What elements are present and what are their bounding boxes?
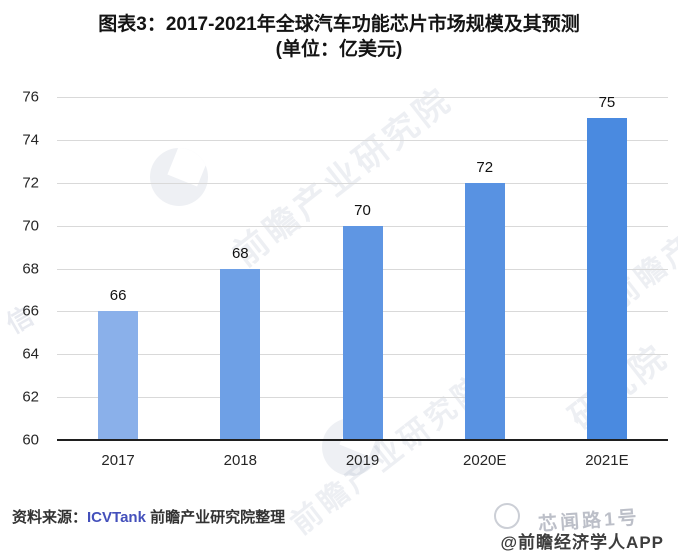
gridline <box>57 182 668 184</box>
bar-chart-plot-area: 66 68 70 72 75 <box>57 94 668 441</box>
y-tick-label: 60 <box>22 431 39 449</box>
source-prefix: 资料来源： <box>12 509 88 526</box>
x-tick-label: 2020E <box>463 452 507 469</box>
x-tick-label: 2017 <box>101 452 135 469</box>
bar-value-label: 70 <box>354 201 371 219</box>
y-tick-label: 72 <box>22 174 39 192</box>
bar-column: 72 <box>424 97 546 440</box>
bar-series: 66 68 70 72 75 <box>57 94 668 440</box>
y-tick-label: 64 <box>22 345 39 363</box>
y-tick-label: 70 <box>22 217 39 235</box>
bar-2019 <box>342 225 383 440</box>
chart-title-line1: 图表3：2017-2021年全球汽车功能芯片市场规模及其预测 <box>98 14 580 35</box>
bar-column: 68 <box>179 97 301 440</box>
y-tick-label: 66 <box>22 302 39 320</box>
gridline <box>57 139 668 141</box>
bar-value-label: 66 <box>109 287 127 305</box>
x-tick-label: 2019 <box>345 452 380 469</box>
bar-value-label: 72 <box>476 158 494 176</box>
bar-2020E <box>464 182 505 440</box>
chart-title-unit: (单位：亿美元) <box>275 39 403 60</box>
gridline <box>57 97 668 98</box>
bar-column: 70 <box>301 97 423 440</box>
y-axis: 76 74 72 70 68 66 64 62 60 <box>0 89 48 449</box>
doodle-watermark-icon <box>494 503 520 529</box>
chart-title: 图表3：2017-2021年全球汽车功能芯片市场规模及其预测 (单位：亿美元) <box>0 12 678 62</box>
bar-2018 <box>220 268 261 440</box>
y-tick-label: 74 <box>22 131 39 149</box>
x-axis: 2017 2018 2019 2020E 2021E <box>57 452 668 469</box>
bar-value-label: 68 <box>231 244 249 262</box>
x-tick-label: 2021E <box>585 452 629 469</box>
bar-value-label: 75 <box>598 94 616 112</box>
x-axis-line <box>57 439 668 441</box>
source-line: 资料来源：ICVTank 前瞻产业研究院整理 <box>12 506 285 527</box>
credit-text: @前瞻经济学人APP <box>500 533 664 552</box>
bar-column: 75 <box>546 94 668 440</box>
source-rest: 前瞻产业研究院整理 <box>145 509 286 526</box>
y-tick-label: 76 <box>22 88 39 106</box>
bar-2017 <box>98 311 139 440</box>
y-tick-label: 68 <box>22 260 39 277</box>
bar-column: 66 <box>57 97 179 440</box>
source-org: ICVTank <box>87 509 146 526</box>
y-tick-label: 62 <box>22 388 39 406</box>
x-tick-label: 2018 <box>223 452 257 469</box>
bar-2021E <box>586 118 627 440</box>
